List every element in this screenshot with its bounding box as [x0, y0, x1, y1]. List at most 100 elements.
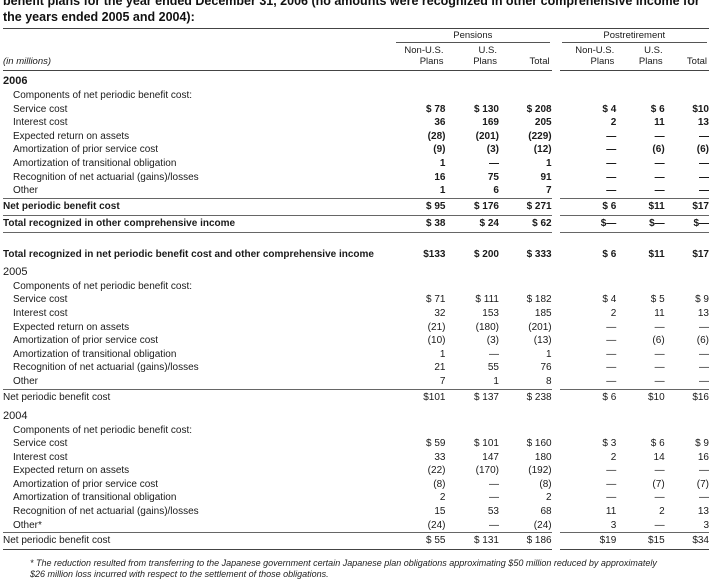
value-cell: $ 9 — [695, 294, 709, 306]
value-cell: — — [699, 157, 709, 169]
value-cell: $ 271 — [498, 197, 556, 216]
value-cell: 1 — [439, 348, 446, 360]
line-item-row: Service cost $ 59 $ 101 $ 160 $ 3 $ 6 $ 9 — [3, 437, 709, 451]
value-cell: — — [551, 347, 617, 362]
value-cell: $ 5 — [650, 294, 665, 306]
value-cell: — — [654, 375, 665, 387]
value-cell: (13) — [533, 335, 552, 347]
empty-cell — [616, 89, 664, 103]
value-cell: — — [488, 157, 499, 169]
value-cell: — — [654, 157, 665, 169]
components-heading: Components of net periodic benefit cost: — [3, 279, 709, 294]
value-cell: — — [654, 465, 665, 477]
empty-cell — [616, 262, 664, 280]
value-cell: $ 131 — [445, 532, 499, 551]
value-cell: 7 — [439, 375, 446, 387]
value-cell: $ 130 — [473, 103, 499, 115]
empty-cell — [551, 279, 617, 294]
value-cell: — — [551, 170, 617, 185]
empty-cell — [445, 406, 499, 424]
row-label: Amortization of transitional obligation — [13, 157, 177, 169]
value-cell: 1 — [546, 157, 552, 169]
value-cell: — — [699, 362, 709, 374]
value-cell: — — [699, 321, 709, 333]
value-cell: $— — [616, 214, 665, 233]
value-cell: (229) — [528, 130, 552, 142]
value-cell: $101 — [394, 388, 446, 406]
value-cell: — — [699, 375, 709, 387]
value-cell: — — [551, 320, 617, 335]
year-heading: 2006 — [3, 70, 709, 90]
line-item-row: Other* (24) — (24) 3—3 — [3, 518, 709, 533]
empty-cell — [616, 424, 664, 438]
value-cell: 76 — [540, 362, 552, 374]
value-cell: 13 — [697, 117, 709, 129]
value-cell: (6) — [696, 335, 709, 347]
value-cell: (28) — [427, 130, 446, 142]
value-cell: $ 71 — [426, 294, 446, 306]
line-item-row: Amortization of prior service cost (9) (3)… — [3, 143, 709, 157]
empty-cell — [665, 71, 709, 90]
value-cell: 3 — [551, 518, 617, 533]
line-item-row: Amortization of prior service cost (10) (3… — [3, 334, 709, 348]
value-cell: $133 — [394, 231, 446, 262]
value-cell: 2 — [659, 506, 665, 518]
row-label: Service cost — [13, 103, 68, 115]
value-cell: — — [551, 184, 617, 199]
footnote: * The reduction resulted from transferri… — [30, 558, 670, 580]
value-cell: 16 — [697, 451, 709, 463]
value-cell: (8) — [539, 478, 552, 490]
value-cell: 2 — [439, 492, 446, 504]
col-header: Total — [529, 56, 550, 67]
value-cell: — — [699, 130, 709, 142]
value-cell: 13 — [697, 307, 709, 319]
row-label: Other — [13, 375, 39, 387]
net-cost-row: Net periodic benefit cost $ 95 $ 176 $ 271 $… — [3, 197, 709, 216]
value-cell: 53 — [487, 506, 499, 518]
line-item-row: Recognition of net actuarial (gains)/los… — [3, 505, 709, 519]
empty-cell — [551, 405, 617, 424]
empty-cell — [665, 89, 709, 103]
value-cell: 2 — [551, 116, 617, 130]
value-cell: $ 182 — [526, 294, 552, 306]
value-cell: $ 38 — [394, 214, 446, 233]
value-cell: $34 — [664, 532, 709, 551]
value-cell: $ 160 — [526, 438, 552, 450]
value-cell: 15 — [434, 506, 446, 518]
row-label: Amortization of prior service cost — [13, 335, 159, 347]
value-cell: 68 — [540, 506, 552, 518]
empty-cell — [665, 424, 709, 438]
line-item-row: Other 7 1 8— — — — [3, 374, 709, 389]
value-cell: $ 59 — [426, 438, 446, 450]
empty-cell — [394, 89, 445, 103]
header-rule — [3, 68, 709, 71]
empty-cell — [616, 406, 664, 424]
header-line-1: benefit plans for the year ended Decembe… — [3, 0, 700, 8]
row-label: Interest cost — [13, 307, 68, 319]
row-label: Other — [13, 185, 39, 197]
row-label: Total recognized in net periodic benefit… — [3, 231, 395, 262]
value-cell: (12) — [533, 144, 552, 156]
page-header: benefit plans for the year ended Decembe… — [3, 0, 709, 25]
value-cell: 169 — [482, 117, 499, 129]
value-cell: 6 — [493, 185, 499, 197]
value-cell: $ 24 — [445, 214, 499, 233]
empty-cell — [445, 424, 499, 438]
group-header-row: Pensions Postretirement — [3, 29, 709, 43]
row-label: Components of net periodic benefit cost: — [13, 424, 192, 436]
row-label: Service cost — [13, 438, 68, 450]
col-header: Non-U.S. Plans — [551, 43, 617, 68]
value-cell: $ 6 — [650, 103, 665, 115]
value-cell: — — [551, 143, 617, 157]
row-label: Net periodic benefit cost — [3, 532, 395, 551]
value-cell: (180) — [475, 321, 499, 333]
row-label: Interest cost — [13, 451, 68, 463]
col-header: U.S. Plans — [638, 45, 663, 67]
value-cell: (6) — [652, 144, 665, 156]
value-cell: — — [654, 492, 665, 504]
empty-cell — [551, 89, 617, 103]
value-cell: — — [654, 171, 665, 183]
value-cell: — — [654, 362, 665, 374]
value-cell: 1 — [546, 348, 552, 360]
value-cell: — — [488, 348, 499, 360]
